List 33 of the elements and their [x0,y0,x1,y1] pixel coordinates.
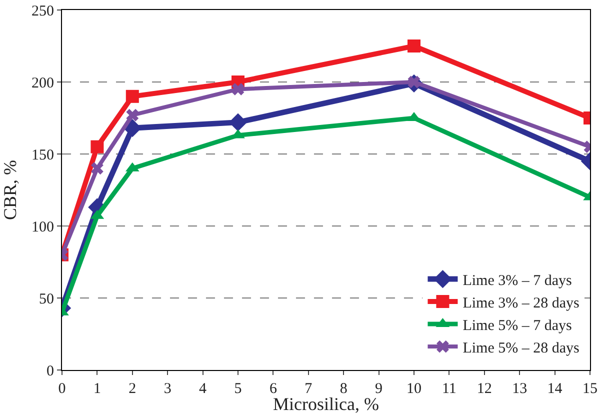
x-tick-label: 3 [164,381,172,397]
legend-label: Lime 3% – 28 days [462,295,580,312]
y-tick-label: 250 [32,3,54,20]
y-tick-label: 50 [39,291,54,308]
y-axis-title: CBR, % [0,160,20,220]
legend-label: Lime 5% – 7 days [462,318,572,334]
y-tick-label: 0 [46,363,54,380]
x-tick-label: 0 [58,381,66,397]
point [90,162,104,175]
legend-label: Lime 5% – 28 days [462,340,580,356]
x-tick-label: 15 [582,381,598,397]
x-tick-label: 10 [406,381,422,397]
point [126,108,139,122]
x-tick-label: 2 [128,381,136,397]
x-tick-label: 1 [93,381,101,397]
y-tick-label: 100 [32,219,54,236]
point [126,90,139,103]
x-tick-label: 11 [442,381,456,397]
x-tick-label: 13 [512,381,528,397]
x-tick-label: 4 [199,381,208,397]
x-tick-label: 12 [476,381,492,397]
point [232,82,244,96]
y-tick-label: 200 [32,75,54,92]
x-axis-title: Microsilica, % [273,394,379,414]
x-tick-label: 8 [340,381,348,397]
point [90,140,104,154]
x-tick-label: 6 [269,381,278,397]
y-tick-label: 150 [32,147,54,164]
x-tick-label: 9 [375,381,383,397]
x-tick-label: 7 [304,381,313,397]
x-tick-label: 5 [234,381,242,397]
legend-label: Lime 3% – 7 days [462,272,572,289]
x-tick-label: 14 [547,381,563,397]
